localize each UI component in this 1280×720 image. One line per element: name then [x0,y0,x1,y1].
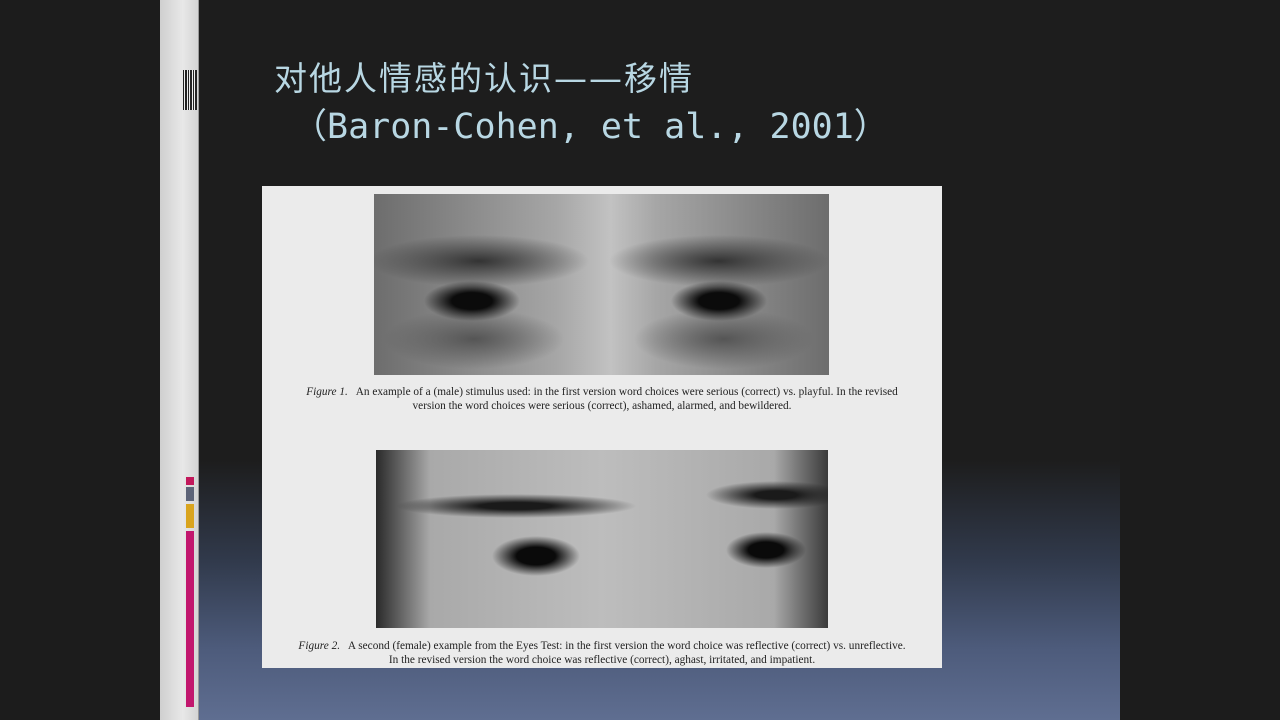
figure-1-label: Figure 1. [306,386,348,398]
figure-1-caption: Figure 1. An example of a (male) stimulu… [270,385,934,413]
side-strip [160,0,199,720]
figure-1-caption-line1: An example of a (male) stimulus used: in… [355,386,898,398]
figure-2-caption: Figure 2. A second (female) example from… [270,639,934,667]
figure-1-caption-line2: version the word choices were serious (c… [412,400,792,412]
accent-bar-slate [186,487,194,501]
male-eyes-photo [374,194,829,375]
figure-2-caption-line1: A second (female) example from the Eyes … [347,640,906,652]
slide-citation: （Baron-Cohen, et al., 2001） [292,107,889,147]
barcode-decoration [183,70,197,110]
figure-2-label: Figure 2. [298,640,341,652]
slide: 对他人情感的认识——移情 （Baron-Cohen, et al., 2001）… [160,0,1120,720]
female-eyes-photo [376,450,828,628]
scanned-figure-page: Figure 1. An example of a (male) stimulu… [262,186,942,668]
accent-bar-gold [186,504,194,528]
accent-bar-pink-small [186,477,194,485]
accent-bar-pink-long [186,531,194,707]
slide-title: 对他人情感的认识——移情 [274,59,694,98]
figure-2-caption-line2: In the revised version the word choice w… [388,654,816,666]
